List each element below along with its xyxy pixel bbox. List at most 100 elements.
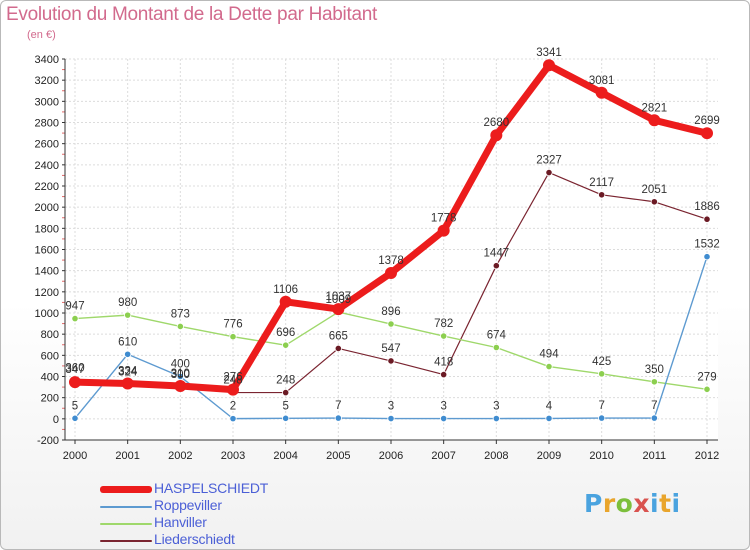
legend-swatch-hanviller: [100, 523, 152, 525]
data-label-hanviller: 776: [223, 319, 242, 331]
data-label-liederschiedt: 1447: [484, 248, 510, 260]
data-point-liederschiedt: [598, 191, 606, 199]
data-label-hanviller: 350: [645, 364, 664, 376]
data-point-liederschiedt: [334, 344, 342, 353]
data-point-roppeviller: [334, 414, 342, 422]
data-point-roppeviller: [545, 414, 553, 423]
data-label-haspelschiedt: 2680: [484, 117, 510, 129]
data-label-liederschiedt: 248: [276, 375, 295, 387]
legend-item-haspelschiedt[interactable]: HASPELSCHIEDT: [100, 480, 340, 499]
y-tick-label: 2200: [35, 181, 59, 193]
y-tick-label: 0: [53, 414, 59, 426]
logo-letter: o: [615, 489, 634, 518]
chart-subtitle: (en €): [27, 29, 56, 41]
data-label-hanviller: 279: [697, 371, 716, 383]
data-point-haspelschiedt: [332, 303, 345, 316]
x-tick-label: 2001: [115, 450, 139, 462]
data-point-hanviller: [124, 311, 132, 319]
data-point-roppeviller: [387, 414, 395, 423]
data-point-hanviller: [650, 378, 658, 386]
x-tick-label: 2012: [695, 450, 719, 462]
data-point-hanviller: [598, 370, 606, 378]
data-point-liederschiedt: [282, 388, 290, 397]
data-label-liederschiedt: 2051: [642, 184, 668, 196]
legend-label-hanviller: Hanviller: [154, 514, 207, 530]
y-tick-label: -200: [37, 435, 59, 447]
logo-letter: i: [650, 489, 660, 518]
data-label-hanviller: 674: [487, 330, 507, 342]
y-tick-label: 200: [41, 393, 59, 405]
data-point-liederschiedt: [492, 262, 500, 270]
legend: HASPELSCHIEDT Roppeviller Hanviller Lied…: [100, 480, 340, 550]
legend-item-roppeviller[interactable]: Roppeviller: [100, 497, 340, 516]
x-tick-label: 2000: [63, 450, 87, 462]
x-tick-label: 2008: [484, 450, 508, 462]
data-label-hanviller: 696: [276, 327, 295, 339]
data-label-liederschiedt: 360: [65, 363, 84, 375]
x-tick-label: 2011: [643, 450, 667, 462]
data-label-roppeviller: 2: [230, 401, 236, 413]
data-label-hanviller: 947: [65, 301, 84, 313]
y-tick-label: 2000: [35, 202, 59, 214]
data-label-roppeviller: 7: [651, 400, 657, 412]
y-tick-label: 1400: [35, 266, 59, 278]
data-point-hanviller: [703, 385, 711, 393]
data-label-roppeviller: 5: [72, 400, 78, 412]
data-point-haspelschiedt: [490, 129, 503, 142]
legend-swatch-roppeviller: [100, 506, 152, 508]
y-tick-label: 1000: [35, 308, 59, 320]
data-point-roppeviller: [440, 414, 448, 423]
logo-letter: x: [633, 489, 650, 518]
x-tick-label: 2005: [326, 450, 350, 462]
data-label-liederschiedt: 324: [118, 367, 138, 379]
data-label-haspelschiedt: 1378: [378, 255, 404, 267]
legend-label-liederschiedt: Liederschiedt: [154, 531, 235, 547]
data-point-haspelschiedt: [595, 86, 608, 99]
x-tick-label: 2004: [273, 450, 297, 462]
x-tick-label: 2009: [537, 450, 561, 462]
data-point-liederschiedt: [387, 357, 395, 365]
data-label-liederschiedt: 547: [381, 343, 400, 355]
x-tick-label: 2010: [589, 450, 613, 462]
x-tick-label: 2003: [221, 450, 245, 462]
data-label-liederschiedt: 418: [434, 357, 453, 369]
data-point-hanviller: [545, 362, 553, 371]
x-tick-label: 2007: [431, 450, 455, 462]
data-point-haspelschiedt: [279, 295, 292, 308]
y-tick-label: 3000: [35, 96, 59, 108]
data-point-liederschiedt: [440, 370, 448, 379]
data-label-haspelschiedt: 2821: [642, 102, 668, 114]
data-label-haspelschiedt: 3081: [589, 75, 615, 87]
data-point-roppeviller: [282, 414, 290, 422]
data-point-liederschiedt: [545, 168, 553, 177]
data-label-hanviller: 1009: [326, 294, 352, 306]
data-point-hanviller: [492, 343, 500, 352]
y-tick-label: 1600: [35, 245, 59, 257]
data-point-roppeviller: [492, 414, 500, 423]
data-label-haspelschiedt: 1106: [273, 284, 298, 296]
data-point-roppeviller: [598, 414, 606, 422]
data-point-roppeviller: [124, 350, 132, 358]
data-point-haspelschiedt: [701, 127, 713, 140]
data-point-hanviller: [176, 322, 184, 331]
y-tick-label: 2400: [35, 160, 59, 172]
data-point-haspelschiedt: [227, 383, 239, 396]
y-tick-label: 800: [41, 329, 59, 341]
data-label-haspelschiedt: 2699: [694, 115, 720, 127]
data-point-roppeviller: [176, 372, 184, 381]
data-label-liederschiedt: 248: [223, 375, 242, 387]
x-tick-label: 2006: [379, 450, 403, 462]
data-label-haspelschiedt: 276: [223, 372, 242, 384]
legend-item-liederschiedt[interactable]: Liederschiedt: [100, 531, 340, 550]
data-point-liederschiedt: [650, 198, 658, 206]
data-point-haspelschiedt: [69, 376, 81, 389]
data-point-liederschiedt: [703, 215, 711, 223]
data-label-haspelschiedt: 1037: [326, 291, 352, 303]
y-tick-label: 1200: [35, 287, 59, 299]
data-point-roppeviller: [650, 414, 658, 422]
data-point-haspelschiedt: [385, 266, 397, 279]
data-label-liederschiedt: 2327: [536, 155, 562, 167]
legend-item-hanviller[interactable]: Hanviller: [100, 514, 340, 533]
data-label-roppeviller: 1532: [694, 239, 720, 251]
